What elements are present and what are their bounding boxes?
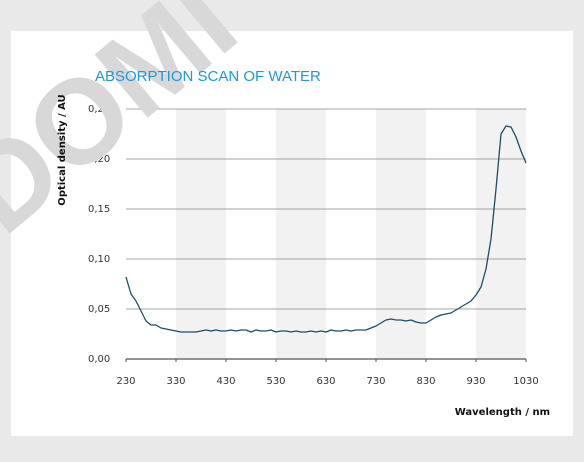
- x-tick-label: 830: [416, 376, 435, 387]
- x-tick-label: 930: [466, 376, 485, 387]
- y-tick-label: 0,00: [88, 354, 110, 365]
- data-line: [125, 125, 527, 333]
- plot: 0,00 0,05 0,10 0,15 0,20 0,25 230 330 430 530 630 7…: [88, 104, 539, 387]
- band: [476, 109, 526, 359]
- y-axis-label: Optical density / AU: [57, 94, 68, 205]
- band: [176, 109, 226, 359]
- x-tick-label: 330: [166, 376, 185, 387]
- y-tick-label: 0,05: [88, 304, 110, 315]
- x-tick-label: 630: [316, 376, 335, 387]
- x-tick-label: 530: [266, 376, 285, 387]
- y-tick-label: 0,25: [88, 104, 110, 115]
- x-tick-label: 730: [366, 376, 385, 387]
- chart-title: ABSORPTION SCAN OF WATER: [95, 68, 321, 85]
- band: [276, 109, 326, 359]
- band: [376, 109, 426, 359]
- x-axis-label: Wavelength / nm: [455, 407, 550, 418]
- y-tick-label: 0,10: [88, 254, 110, 265]
- y-tick-label: 0,15: [88, 204, 110, 215]
- x-tick-label: 1030: [513, 376, 538, 387]
- y-tick-label: 0,20: [88, 154, 110, 165]
- x-tick-label: 430: [216, 376, 235, 387]
- x-tick-label: 230: [116, 376, 135, 387]
